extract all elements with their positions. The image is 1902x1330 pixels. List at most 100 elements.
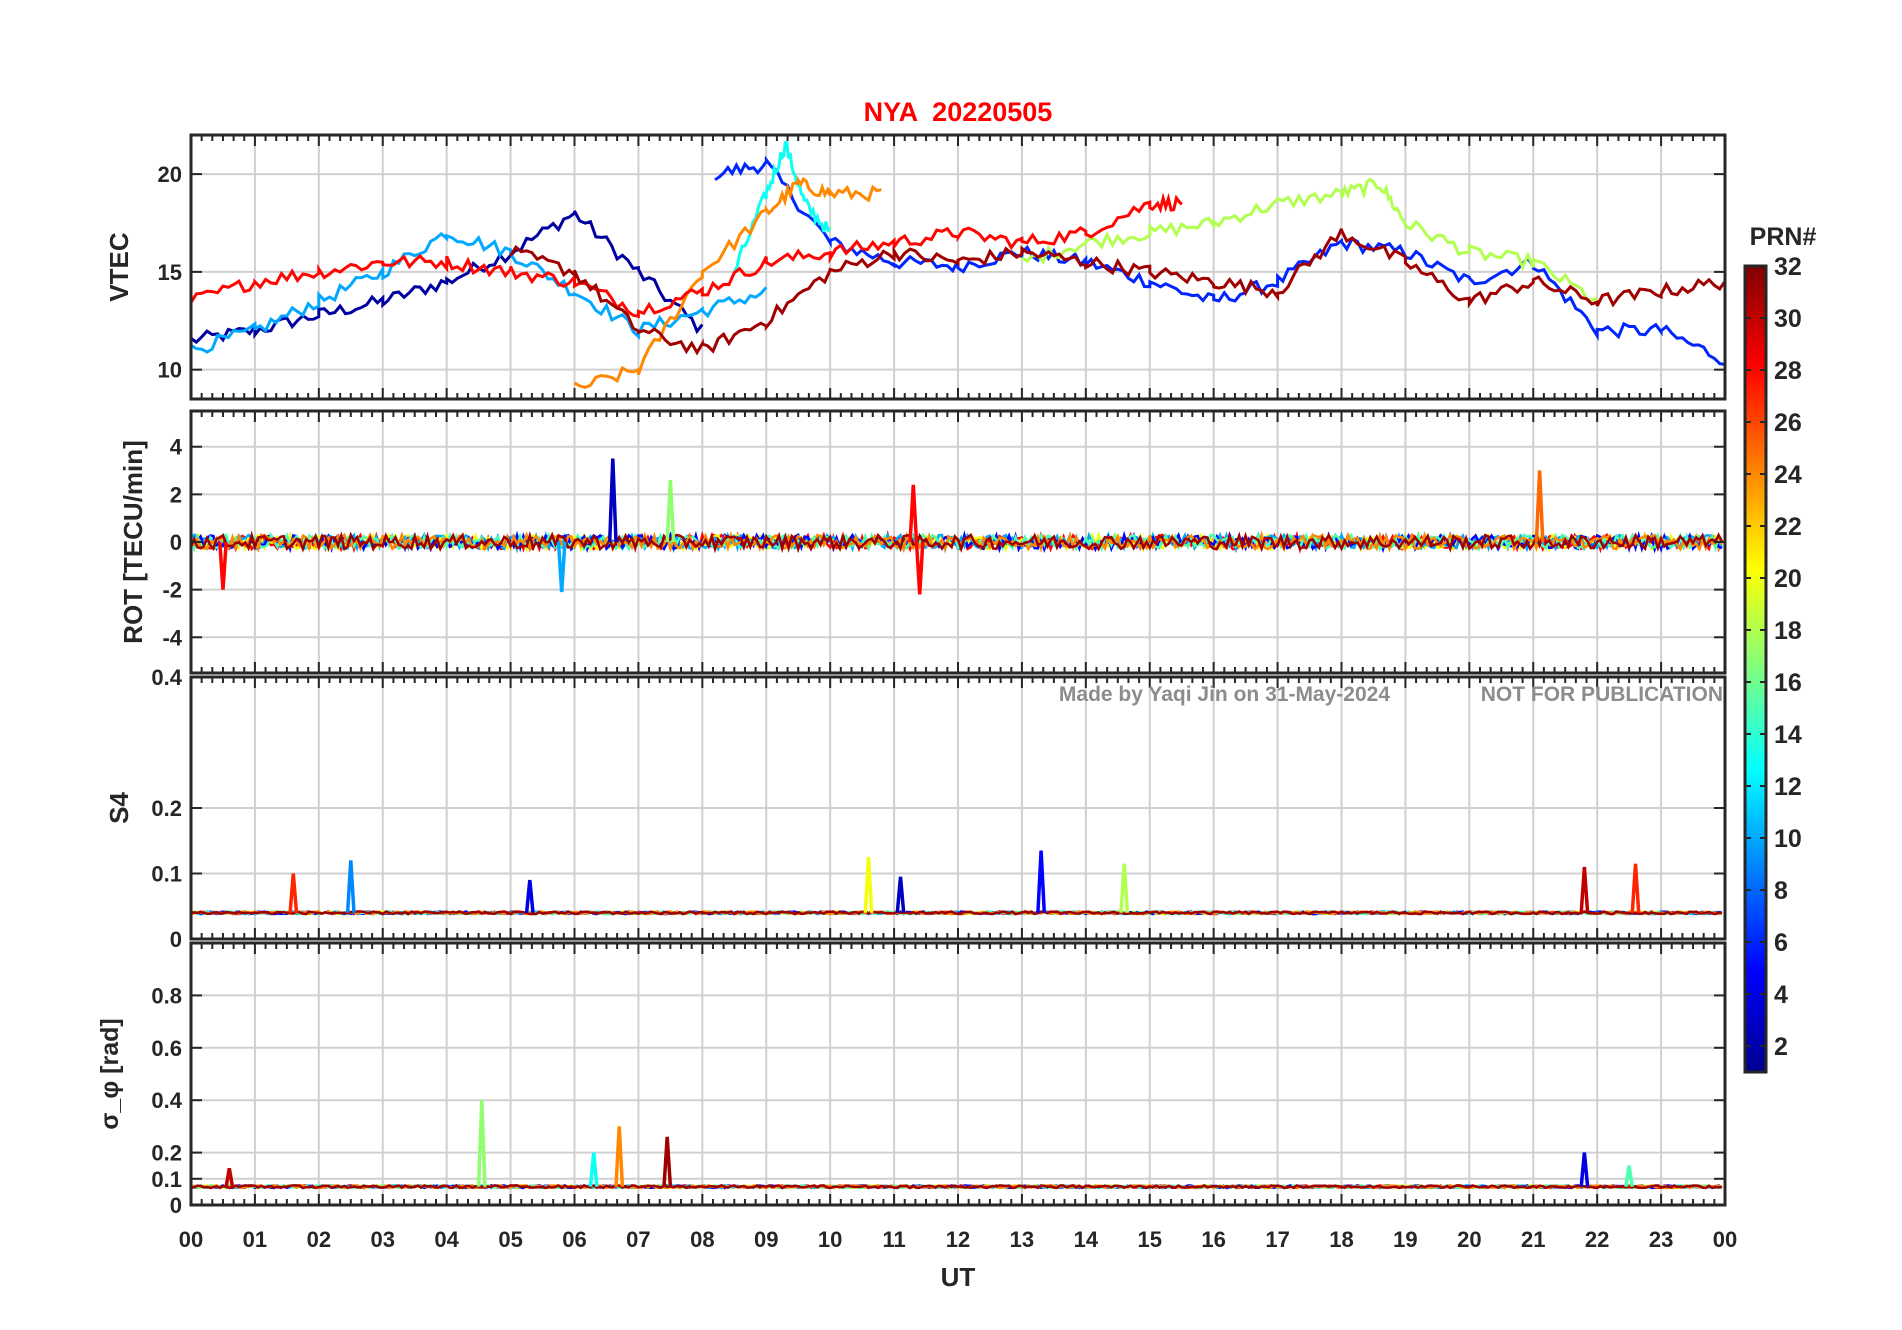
spike-prn-25 [1534, 470, 1545, 543]
colorbar-tick-label: 8 [1774, 877, 1788, 905]
x-tick-label: 12 [946, 1227, 970, 1252]
chart-title: NYA 20220505 [864, 97, 1053, 127]
y-tick-label: 10 [158, 358, 182, 383]
x-tick-label: 18 [1329, 1227, 1353, 1252]
vtec-series-prn-18 [1021, 177, 1598, 302]
y-tick-label: 0.1 [151, 862, 182, 887]
spike-prn-5 [1036, 850, 1047, 913]
series-group-rot [191, 458, 1723, 595]
y-tick-label: 2 [170, 482, 182, 507]
y-tick-label: 0.1 [151, 1167, 182, 1192]
spike-prn-18 [1119, 863, 1130, 913]
panel-vtec: 10 15 20 VTEC [104, 133, 1727, 401]
spike-prn-31 [662, 1136, 673, 1187]
y-tick-label: 0.4 [151, 1088, 182, 1113]
x-tick-label: 00 [179, 1227, 203, 1252]
colorbar-title: PRN# [1750, 223, 1817, 251]
colorbar-tick-label: 6 [1774, 929, 1788, 957]
vtec-series-prn-24 [573, 175, 882, 389]
y-tick-label: 0.4 [151, 665, 182, 690]
y-tick-label: -4 [162, 625, 182, 650]
x-tick-label: 06 [562, 1227, 586, 1252]
x-tick-label: 05 [498, 1227, 522, 1252]
spike-prn-27 [288, 873, 299, 913]
x-tick-label: 02 [307, 1227, 331, 1252]
series-group-vtec [191, 138, 1725, 389]
colorbar-tick-label: 32 [1774, 253, 1802, 281]
vtec-series-prn-6 [714, 155, 1725, 366]
x-tick-label: 14 [1074, 1227, 1099, 1252]
spike-prn-3 [895, 876, 906, 913]
spike-prn-28 [908, 484, 919, 543]
noise-series-prn-31 [191, 530, 1723, 554]
spike-prn-28 [914, 541, 925, 595]
colorbar-tick-label: 10 [1774, 825, 1802, 853]
colorbar-tick-label: 20 [1774, 565, 1802, 593]
x-tick-label: 03 [371, 1227, 395, 1252]
colorbar-tick-label: 16 [1774, 669, 1802, 697]
x-axis-label: UT [941, 1262, 976, 1292]
spike-prn-24 [614, 1126, 625, 1187]
y-axis-label: ROT [TECU/min] [118, 440, 148, 644]
y-tick-label: -2 [162, 578, 182, 603]
spike-prn-3 [607, 458, 618, 543]
panel-rot: -4 -2 0 2 4 ROT [TECU/min] [118, 409, 1727, 675]
y-axis-label: σ_φ [rad] [96, 1018, 124, 1129]
y-tick-label: 15 [158, 260, 182, 285]
spike-prn-28 [218, 541, 228, 590]
y-tick-label: 0.8 [151, 983, 182, 1008]
colorbar-tick-label: 12 [1774, 773, 1802, 801]
x-tick-labels: 00 01 02 03 04 05 06 07 08 09 10 11 12 13 14 15 16 17 18 19… [179, 1227, 1737, 1252]
spike-prn-30 [1579, 866, 1590, 913]
x-tick-label: 04 [434, 1227, 459, 1252]
noise-series-prn-31 [191, 910, 1723, 916]
colorbar-tick-label: 26 [1774, 409, 1802, 437]
colorbar-tick-label: 14 [1774, 721, 1802, 749]
colorbar-tick-label: 24 [1774, 461, 1802, 489]
colorbar-tick-label: 2 [1774, 1033, 1788, 1061]
watermark-notice: NOT FOR PUBLICATION [1481, 683, 1723, 706]
y-axis-label: S4 [104, 792, 134, 824]
x-tick-label: 23 [1649, 1227, 1673, 1252]
spike-prn-9 [345, 860, 356, 913]
colorbar-gradient [1743, 264, 1768, 1074]
spike-prn-30 [224, 1168, 235, 1187]
vtec-series-prn-28 [191, 192, 1183, 319]
spike-prn-10 [556, 541, 567, 593]
y-tick-label: 0.2 [151, 1141, 182, 1166]
colorbar-tick-label: 28 [1774, 357, 1802, 385]
x-tick-label: 11 [882, 1227, 905, 1252]
y-tick-label: 0 [170, 530, 182, 555]
x-tick-label: 10 [818, 1227, 842, 1252]
vtec-series-prn-31 [509, 228, 1725, 356]
x-tick-label: 20 [1457, 1227, 1481, 1252]
x-tick-label: 13 [1010, 1227, 1034, 1252]
x-tick-label: 16 [1201, 1227, 1225, 1252]
x-tick-label: 17 [1265, 1227, 1289, 1252]
noise-series-prn-31 [191, 1183, 1722, 1190]
vtec-series-prn-13 [732, 138, 832, 273]
y-tick-label: 0 [170, 927, 182, 952]
spike-prn-13 [588, 1152, 599, 1187]
x-tick-label: 01 [243, 1227, 267, 1252]
x-tick-label: 15 [1138, 1227, 1162, 1252]
spike-prn-27 [1630, 863, 1641, 913]
x-tick-label: 22 [1585, 1227, 1609, 1252]
spike-prn-20 [863, 856, 874, 913]
y-tick-label: 4 [170, 435, 183, 460]
colorbar-tick-label: 22 [1774, 513, 1802, 541]
x-tick-label: 08 [690, 1227, 714, 1252]
x-tick-label: 21 [1521, 1227, 1545, 1252]
y-axis-label: VTEC [104, 232, 134, 302]
panel-s4: 0 0.1 0.2 0.4 S4 [104, 665, 1727, 952]
spike-prn-17 [665, 480, 676, 543]
x-tick-label: 09 [754, 1227, 778, 1252]
x-tick-label: 19 [1393, 1227, 1417, 1252]
y-tick-label: 0.6 [151, 1036, 182, 1061]
spike-prn-15 [1624, 1165, 1635, 1187]
x-tick-label: 00 [1713, 1227, 1737, 1252]
